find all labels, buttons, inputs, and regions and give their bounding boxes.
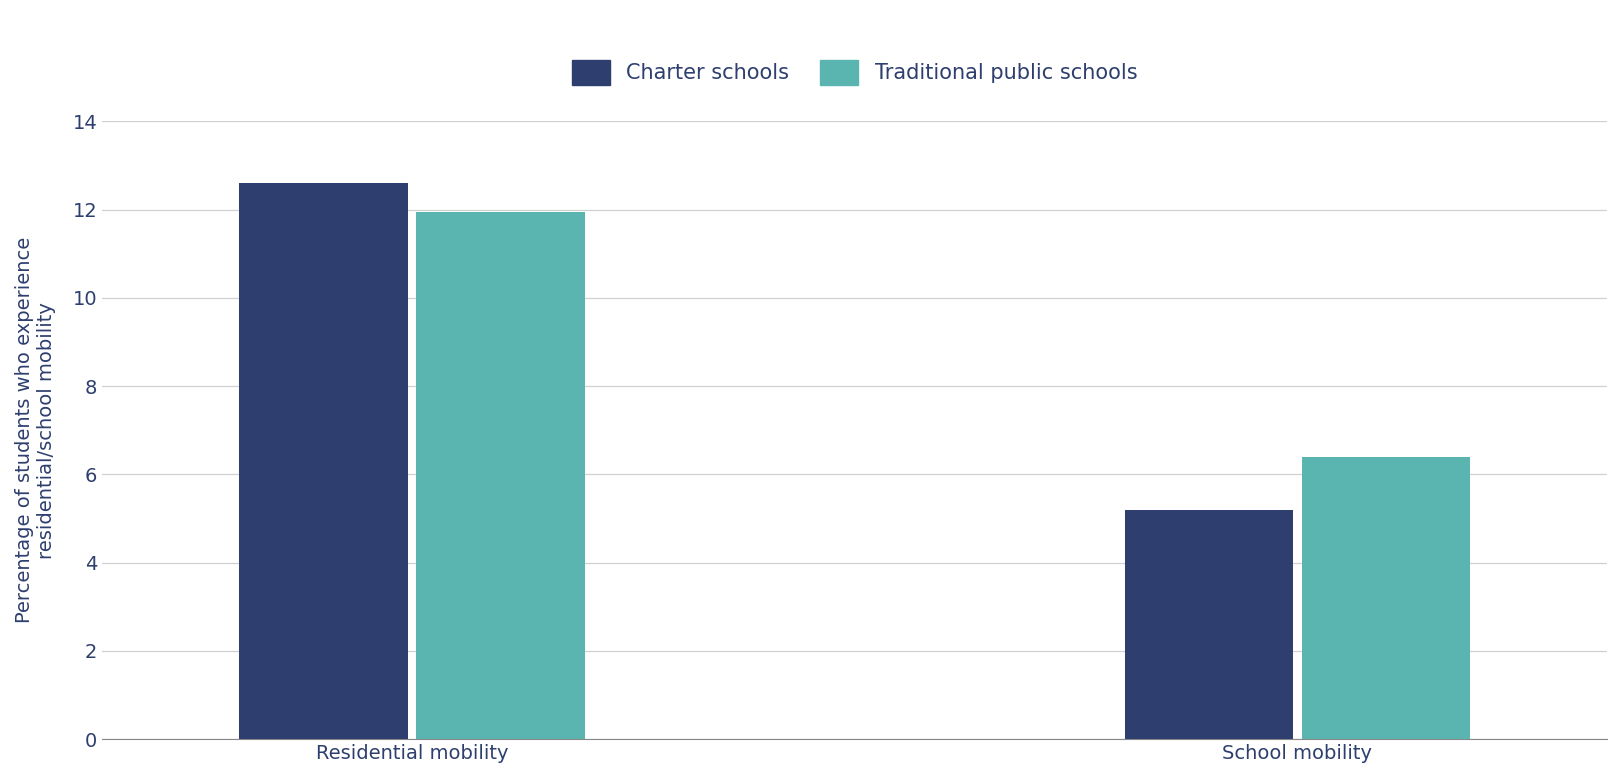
Legend: Charter schools, Traditional public schools: Charter schools, Traditional public scho… — [564, 51, 1145, 93]
Bar — [1124, 510, 1293, 739]
Bar — [417, 212, 584, 739]
Bar — [240, 183, 407, 739]
Bar — [1301, 457, 1470, 739]
Y-axis label: Percentage of students who experience
residential/school mobility: Percentage of students who experience re… — [15, 237, 57, 623]
